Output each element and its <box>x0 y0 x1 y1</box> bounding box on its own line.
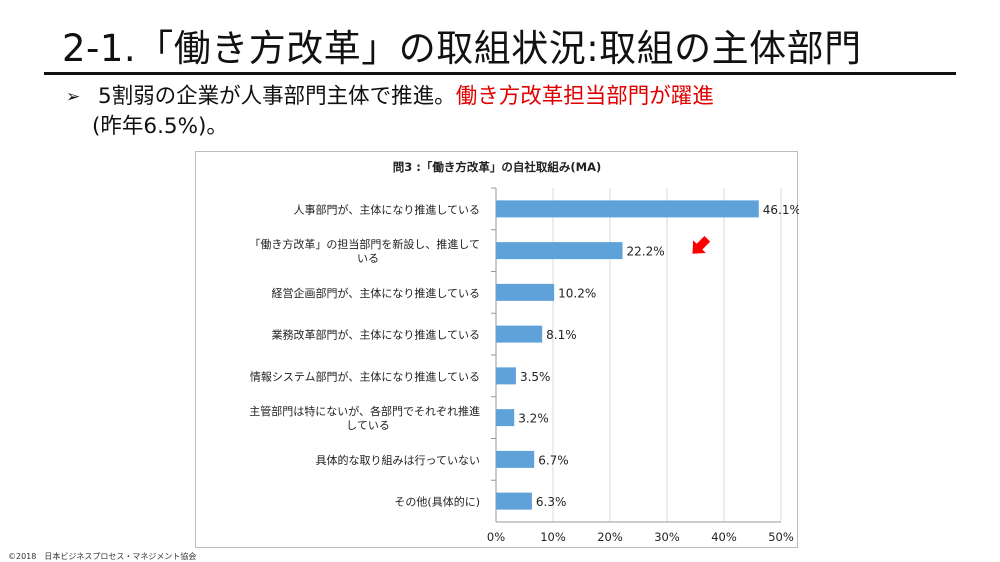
bar <box>496 242 623 260</box>
bar <box>496 325 543 343</box>
chart-title: 問3 :「働き方改革」の自社取組み(MA) <box>393 160 601 174</box>
bullet-line-1: 5割弱の企業が人事部門主体で推進。働き方改革担当部門が躍進 <box>98 82 714 112</box>
bar-chart: 問3 :「働き方改革」の自社取組み(MA) 0% 10% 20% 30% 40% 50% 46… <box>249 160 799 544</box>
title-underline <box>44 72 956 75</box>
bar <box>496 367 516 385</box>
arrow-shape <box>692 236 711 254</box>
x-tick-label: 10% <box>540 530 566 544</box>
bullet-arrow-icon: ➢ <box>66 87 81 107</box>
slide-title: 2-1.「働き方改革」の取組状況:取組の主体部門 <box>62 27 862 70</box>
x-tick-label: 30% <box>654 530 680 544</box>
bar <box>496 409 515 427</box>
data-label: 6.7% <box>538 453 569 467</box>
category-label: 人事部門が、主体になり推進している <box>294 202 480 216</box>
bullet-highlight: 働き方改革担当部門が躍進 <box>455 84 714 109</box>
x-tick-label: 40% <box>711 530 737 544</box>
category-label: いる <box>357 252 379 265</box>
data-label: 46.1% <box>763 203 799 217</box>
data-label: 3.5% <box>520 370 551 384</box>
bar <box>496 200 759 218</box>
category-label: 具体的な取り組みは行っていない <box>316 453 480 467</box>
copyright-footer: ©2018 日本ビジネスプロセス・マネジメント協会 <box>8 552 197 561</box>
x-tick-label: 20% <box>597 530 623 544</box>
bar <box>496 492 532 510</box>
data-label: 22.2% <box>627 245 665 259</box>
bar <box>496 283 555 301</box>
category-label: その他(具体的に) <box>394 495 480 509</box>
data-label: 6.3% <box>536 495 567 509</box>
category-label: している <box>346 419 390 432</box>
bar <box>496 450 535 468</box>
highlight-arrow-icon <box>692 236 711 254</box>
data-label: 3.2% <box>518 412 549 426</box>
bullet-text: 5割弱の企業が人事部門主体で推進。 <box>98 84 456 109</box>
x-tick-label: 50% <box>768 530 794 544</box>
category-label: 「働き方改革」の担当部門を新設し、推進して <box>249 237 480 251</box>
category-label: 主管部門は特にないが、各部門でそれぞれ推進 <box>249 404 480 418</box>
category-label: 業務改革部門が、主体になり推進している <box>272 328 480 342</box>
bullet-line-2: (昨年6.5%)。 <box>92 114 228 139</box>
data-label: 10.2% <box>558 286 596 300</box>
x-tick-label: 0% <box>487 530 505 544</box>
data-label: 8.1% <box>546 328 577 342</box>
category-label: 情報システム部門が、主体になり推進している <box>250 369 480 383</box>
category-label: 経営企画部門が、主体になり推進している <box>272 286 480 300</box>
chart-frame: 問3 :「働き方改革」の自社取組み(MA) 0% 10% 20% 30% 40% 50% 46… <box>195 151 799 548</box>
